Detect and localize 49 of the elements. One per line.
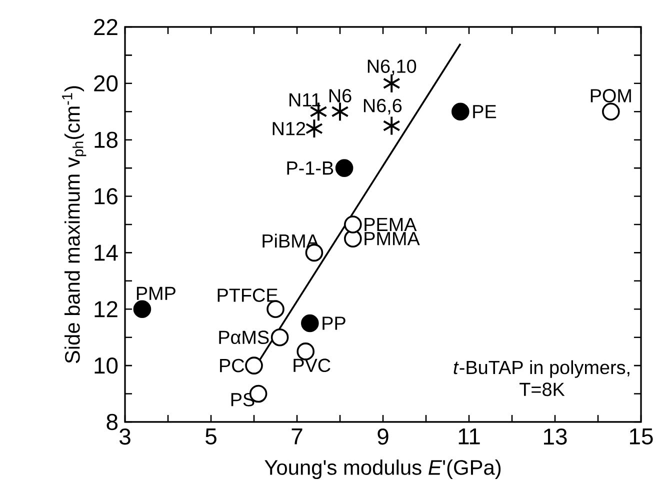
y-tick-label: 20 — [94, 75, 118, 92]
annotation: N12 — [272, 122, 306, 136]
x-tick-label: 13 — [544, 428, 567, 445]
point — [382, 116, 400, 136]
point — [344, 230, 362, 248]
annotation: PαMS — [219, 330, 269, 344]
annotation: T=8K — [520, 382, 565, 396]
y-tick-label: 16 — [94, 188, 118, 204]
annotation: N6 — [329, 89, 352, 102]
y-tick-label: 12 — [94, 301, 118, 318]
annotation: POM — [590, 89, 631, 102]
point — [331, 102, 349, 122]
x-tick-label: 15 — [630, 428, 653, 444]
annotation: PMMA — [364, 232, 420, 246]
x-tick-label: 11 — [458, 428, 480, 444]
y-tick-label: 22 — [94, 18, 118, 35]
point — [335, 159, 354, 177]
point — [305, 118, 323, 139]
y-tick-label: 18 — [94, 132, 118, 148]
point — [344, 216, 362, 234]
annotation: N11 — [290, 93, 320, 106]
y-tick-label: 14 — [94, 244, 118, 261]
point — [602, 102, 620, 121]
point — [266, 300, 284, 318]
annotation: PiBMA — [262, 234, 319, 248]
x-tick-label: 3 — [120, 428, 130, 445]
annotation: PEMA — [364, 218, 417, 231]
annotation: PP — [322, 316, 346, 330]
point — [133, 300, 152, 318]
y-axis-title: Side band maximum v$_{ph}$(cm$^{-1}$) — [62, 86, 86, 364]
point — [245, 356, 263, 374]
annotation: PTFCE — [218, 288, 278, 302]
x-axis-title: Young's modulus E'(GPa) — [264, 460, 501, 480]
annotation: PMP — [136, 286, 176, 300]
y-tick-label: 10 — [94, 357, 118, 374]
annotation: N6,6 — [364, 98, 402, 115]
point — [270, 328, 289, 346]
annotation: N6,10 — [368, 60, 416, 76]
x-tick-label: 9 — [378, 428, 388, 445]
annotation: PC — [220, 358, 244, 372]
y-tick-label: 8 — [106, 414, 118, 430]
annotation: t-BuTAP in polymers, — [454, 360, 630, 378]
point — [452, 102, 470, 121]
point — [301, 314, 319, 332]
x-tick-label: 7 — [292, 428, 302, 444]
annotation: P-1-B — [287, 162, 334, 175]
annotation: PVC — [294, 358, 330, 372]
annotation: PE — [473, 105, 496, 118]
x-tick-label: 5 — [206, 428, 216, 444]
